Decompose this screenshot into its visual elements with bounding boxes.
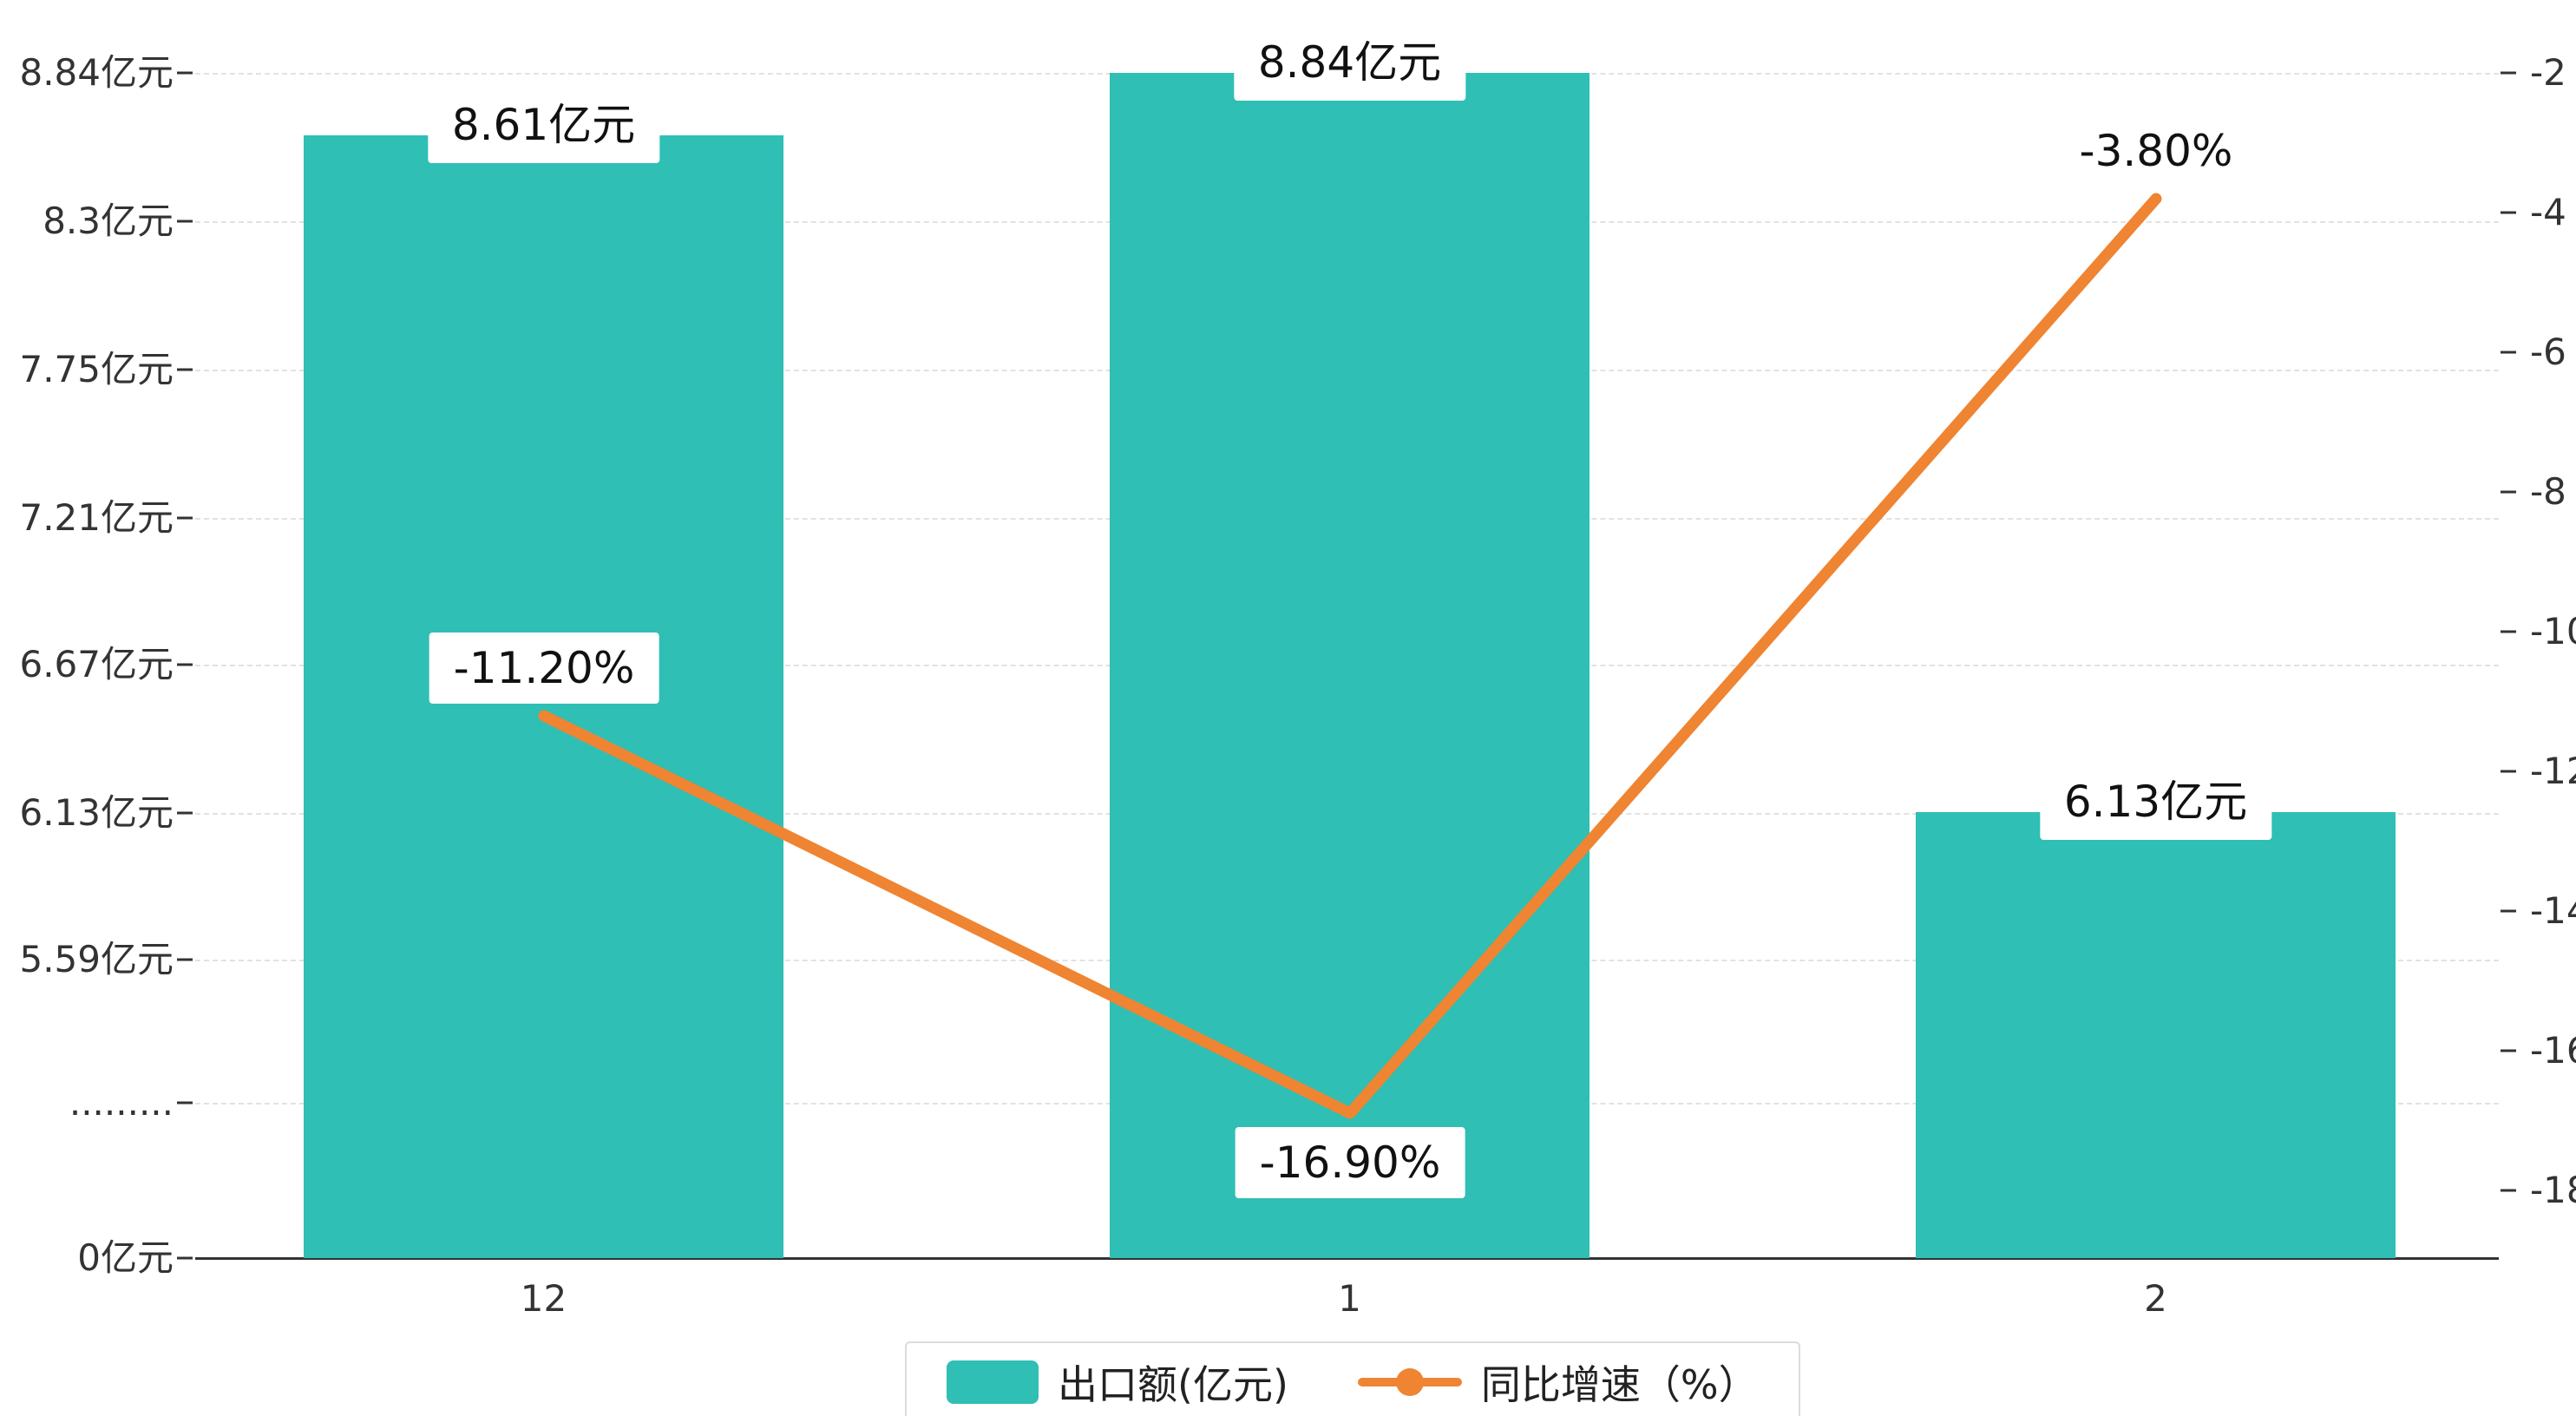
line-legend-dot: [1395, 1368, 1424, 1396]
y-axis-label-left: 6.67亿元: [19, 643, 174, 685]
y-axis-tick-left: [177, 663, 193, 666]
y-axis-label-left: 0亿元: [77, 1236, 174, 1279]
y-axis-label-right: -8: [2530, 470, 2566, 513]
legend: 出口额(亿元) 同比增速（%）: [905, 1341, 1800, 1416]
bar-legend-swatch: [947, 1360, 1039, 1404]
y-axis-tick-left: [177, 71, 193, 75]
y-axis-label-right: -4: [2530, 191, 2566, 233]
line-legend-icon: [1357, 1368, 1462, 1396]
line-value-label: -16.90%: [1235, 1127, 1465, 1198]
legend-label-growth: 同比增速（%）: [1480, 1361, 1759, 1408]
y-axis-label-right: -14: [2530, 889, 2576, 932]
x-axis-line: [195, 1257, 2499, 1260]
y-axis-label-left: 8.84亿元: [19, 51, 174, 94]
legend-item-export[interactable]: 出口额(亿元): [947, 1354, 1288, 1411]
y-axis-label-left: 7.75亿元: [19, 348, 174, 390]
y-axis-tick-left: [177, 1101, 193, 1105]
legend-label-export: 出口额(亿元): [1058, 1361, 1288, 1408]
bar-value-label: 6.13亿元: [2039, 757, 2272, 840]
y-axis-label-left: 8.3亿元: [43, 200, 174, 242]
y-axis-tick-right: [2501, 1049, 2516, 1052]
y-axis-tick-right: [2501, 71, 2516, 75]
y-axis-label-right: -10: [2530, 610, 2576, 652]
y-axis-tick-left: [177, 368, 193, 371]
bar-value-label: 8.84亿元: [1233, 17, 1466, 101]
x-axis-category-label: 12: [520, 1277, 567, 1320]
y-axis-label-left: 5.59亿元: [19, 938, 174, 980]
bar-value-label: 8.61亿元: [427, 80, 660, 163]
y-axis-tick-right: [2501, 909, 2516, 913]
x-axis-category-label: 2: [2144, 1277, 2167, 1320]
bar-month-2[interactable]: [1916, 812, 2396, 1258]
y-axis-label-right: -16: [2530, 1029, 2576, 1072]
y-axis-label-right: -18: [2530, 1169, 2576, 1211]
y-axis-tick-right: [2501, 211, 2516, 214]
line-value-label: -11.20%: [429, 633, 659, 704]
y-axis-label-left: 6.13亿元: [19, 791, 174, 834]
y-axis-label-right: -6: [2530, 331, 2566, 373]
line-value-label: -3.80%: [2055, 115, 2258, 187]
y-axis-label-right: -2: [2530, 51, 2566, 94]
bar-month-1[interactable]: [1110, 73, 1590, 1258]
y-axis-tick-right: [2501, 490, 2516, 494]
y-axis-tick-right: [2501, 630, 2516, 633]
y-axis-tick-left: [177, 516, 193, 520]
y-axis-tick-left: [177, 958, 193, 961]
legend-item-growth[interactable]: 同比增速（%）: [1357, 1354, 1759, 1411]
y-axis-label-left: .........: [69, 1081, 174, 1124]
y-axis-tick-left: [177, 811, 193, 815]
y-axis-tick-right: [2501, 770, 2516, 773]
y-axis-tick-left: [177, 1256, 193, 1260]
x-axis-category-label: 1: [1338, 1277, 1361, 1320]
y-axis-tick-right: [2501, 351, 2516, 354]
y-axis-tick-left: [177, 220, 193, 223]
y-axis-tick-right: [2501, 1189, 2516, 1192]
y-axis-label-right: -12: [2530, 750, 2576, 792]
y-axis-label-left: 7.21亿元: [19, 496, 174, 539]
